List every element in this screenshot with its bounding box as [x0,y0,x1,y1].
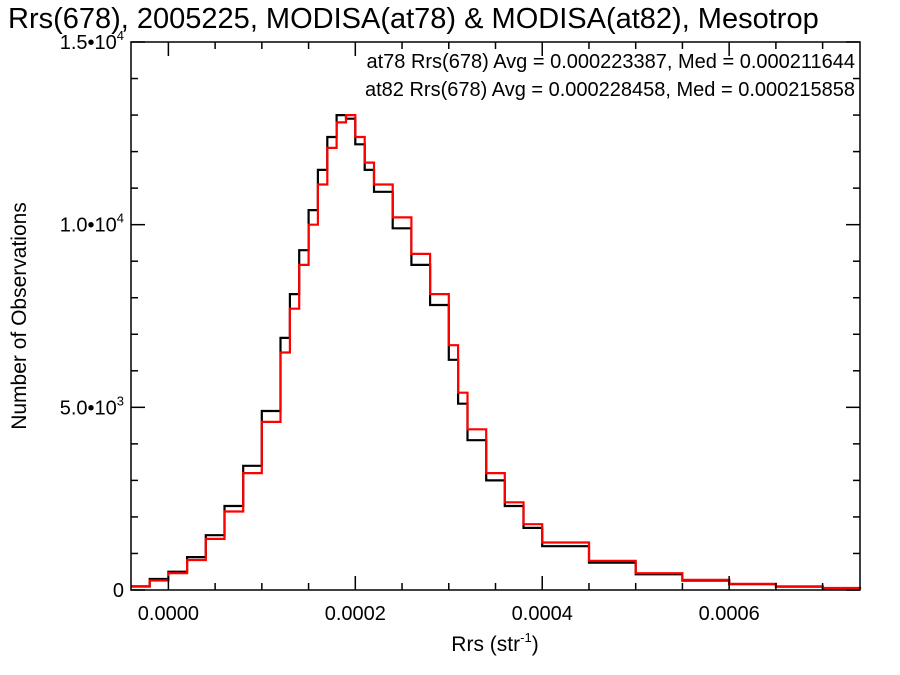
series-layer [131,114,862,590]
plot-frame [130,41,861,591]
y-tick-label: 1.0•104 [60,211,124,237]
x-axis-label-main: Rrs (str [451,633,520,656]
series-line-at78 [131,114,862,590]
chart-title: Rrs(678), 2005225, MODISA(at78) & MODISA… [8,3,819,35]
y-axis-label: Number of Observations [8,202,31,430]
x-axis-label: Rrs (str-1) [451,630,538,656]
x-tick-label: 0.0000 [138,603,199,625]
legend-entry-at82: at82 Rrs(678) Avg = 0.000228458, Med = 0… [365,79,855,101]
x-tick-label: 0.0006 [699,603,760,625]
x-tick-label: 0.0002 [325,603,386,625]
axis-tick-labels: 0.0000 0.0002 0.0004 0.0006 0 5.0•103 1.0•104 1… [60,28,760,625]
y-tick-label: 1.5•104 [60,28,124,54]
y-tick-label: 0 [113,580,124,602]
legend: at78 Rrs(678) Avg = 0.000223387, Med = 0… [365,51,855,101]
legend-entry-at78: at78 Rrs(678) Avg = 0.000223387, Med = 0… [366,51,855,73]
series-line-at82 [131,114,862,590]
axis-ticks [131,41,860,591]
y-tick-label: 5.0•103 [60,393,124,419]
x-axis-label-superscript: -1 [520,630,532,645]
x-axis-label-close: ) [532,633,539,656]
x-tick-label: 0.0004 [512,603,573,625]
